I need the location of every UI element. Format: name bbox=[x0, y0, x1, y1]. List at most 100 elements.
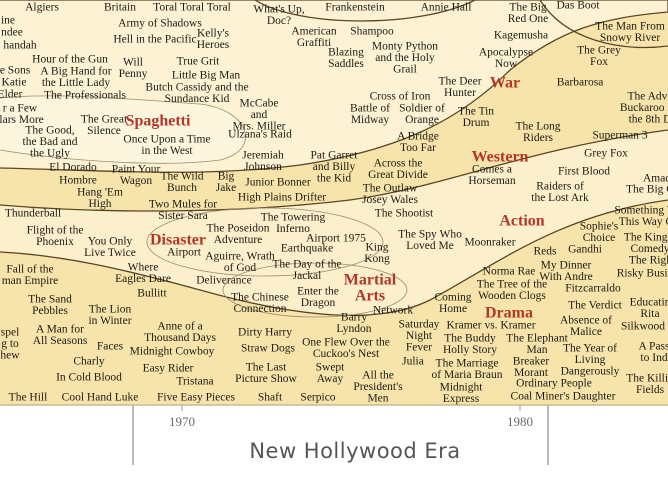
film-title: Army of Shadows bbox=[118, 18, 202, 30]
genre-label: Western bbox=[472, 149, 529, 166]
film-title: Riders bbox=[523, 132, 554, 144]
film-title: High bbox=[89, 198, 112, 210]
film-title: ine bbox=[1, 15, 15, 27]
film-title: Josey Wales bbox=[362, 194, 419, 206]
film-title: Fox bbox=[590, 56, 608, 68]
film-title: The Shootist bbox=[375, 208, 434, 220]
film-title: The Tin bbox=[458, 106, 494, 118]
film-title: Amad bbox=[643, 173, 668, 185]
film-title: Easy Rider bbox=[143, 363, 194, 375]
film-title: g to bbox=[1, 338, 19, 350]
axis-area bbox=[0, 405, 668, 477]
film-title: Buckaroo Ba bbox=[620, 102, 668, 114]
film-title: e Sons bbox=[0, 65, 31, 77]
film-title: Five Easy Pieces bbox=[157, 392, 235, 404]
film-title: Midnight bbox=[440, 382, 484, 394]
axis-tick: 1980 bbox=[507, 414, 533, 429]
band-edge bbox=[254, 0, 476, 22]
film-title: Comes a bbox=[472, 164, 512, 176]
genre-label: Disaster bbox=[150, 232, 206, 249]
film-title: A Pass bbox=[639, 341, 668, 353]
film-title: The Big bbox=[509, 2, 547, 14]
film-title: Deliverance bbox=[196, 275, 252, 287]
film-title: Kagemusha bbox=[494, 30, 548, 42]
film-title: Home bbox=[439, 303, 467, 315]
film-title: Picture Show bbox=[235, 373, 297, 385]
film-title: President's bbox=[353, 381, 403, 393]
film-title: Julia bbox=[402, 356, 424, 368]
film-title: Thousand Days bbox=[144, 332, 216, 344]
film-title: Malice bbox=[570, 326, 602, 338]
film-title: in the West bbox=[141, 145, 193, 157]
film-title: McCabe bbox=[240, 98, 279, 110]
film-title: First Blood bbox=[558, 166, 610, 178]
film-title: Flight of the bbox=[27, 225, 84, 237]
film-title: The Chinese bbox=[231, 292, 289, 304]
film-title: Cuckoo's Nest bbox=[313, 348, 380, 360]
film-title: Horseman bbox=[468, 175, 516, 187]
film-title: Saddles bbox=[328, 58, 364, 70]
film-title: The Verdict bbox=[568, 300, 623, 312]
film-title: All Seasons bbox=[33, 335, 88, 347]
film-title: Kramer vs. Kramer bbox=[446, 320, 535, 332]
film-title: Away bbox=[317, 373, 344, 385]
film-title: Enter the bbox=[297, 286, 339, 298]
film-title: This Way C bbox=[619, 216, 668, 228]
band-edge bbox=[0, 0, 668, 173]
film-title: Where bbox=[128, 262, 159, 274]
band-edge bbox=[539, 0, 668, 49]
film-title: Apocalypse bbox=[479, 47, 533, 59]
film-title: The Adve bbox=[627, 91, 668, 103]
film-title: Butch Cassidy and the bbox=[145, 82, 248, 94]
film-title: Toral Toral Toral bbox=[153, 2, 231, 14]
film-title: The King o bbox=[624, 232, 668, 244]
film-title: Norma Rae bbox=[483, 266, 536, 278]
film-title: In Cold Blood bbox=[56, 372, 122, 384]
film-title: Eagles Dare bbox=[115, 273, 171, 285]
film-title: Cool Hand Luke bbox=[62, 392, 139, 404]
film-title: Pat Garret bbox=[311, 150, 359, 162]
film-title: The Wild bbox=[160, 171, 203, 183]
film-title: handah bbox=[3, 40, 36, 52]
film-title: The Great bbox=[81, 114, 128, 126]
film-title: Penny bbox=[119, 68, 148, 80]
film-title: Aguirre, Wrath bbox=[205, 251, 275, 263]
film-title: Men bbox=[367, 393, 388, 405]
film-title: Midnight Cowboy bbox=[130, 346, 215, 358]
film-title: Bunch bbox=[167, 182, 197, 194]
film-title: Hell in the Pacific bbox=[113, 34, 196, 46]
film-title: Battle of bbox=[350, 103, 390, 115]
film-title: Grey Fox bbox=[584, 148, 628, 160]
film-title: Elder bbox=[0, 89, 23, 101]
film-title: Paint Your bbox=[112, 164, 161, 176]
film-title: Swept bbox=[316, 362, 346, 374]
region-outline bbox=[146, 207, 384, 277]
film-title: to Ind bbox=[640, 352, 667, 364]
film-title: Wooden Clogs bbox=[478, 290, 546, 302]
film-title: spel bbox=[1, 327, 20, 339]
film-title: Faces bbox=[97, 341, 124, 353]
film-title: Earthquake bbox=[281, 243, 333, 255]
film-title: Little Big Man bbox=[172, 70, 241, 82]
film-title: Soldier of bbox=[399, 103, 445, 115]
film-title: Rita bbox=[640, 308, 659, 320]
film-title: Hour of the Gun bbox=[32, 54, 108, 66]
film-title: Doc? bbox=[267, 15, 291, 27]
film-title: The Killin bbox=[626, 373, 668, 385]
genre-label: Action bbox=[499, 213, 544, 230]
film-title: Red One bbox=[508, 13, 549, 25]
film-title: man Empire bbox=[2, 275, 59, 287]
film-title: Anne of a bbox=[157, 321, 202, 333]
film-title: Great Divide bbox=[368, 169, 428, 181]
band-light bbox=[0, 130, 668, 316]
film-title: Dragon bbox=[301, 297, 336, 309]
film-title: in Winter bbox=[88, 315, 131, 327]
film-title: r a Few bbox=[3, 103, 38, 115]
film-title: llars More bbox=[0, 114, 44, 126]
film-title: Fitzcarraldo bbox=[565, 283, 621, 295]
film-title: of God bbox=[224, 262, 257, 274]
film-title: and the Holy bbox=[375, 52, 435, 64]
film-title: Something W bbox=[614, 205, 668, 217]
film-title: Junior Bonner bbox=[245, 177, 311, 189]
film-title: and Billy bbox=[313, 161, 356, 173]
